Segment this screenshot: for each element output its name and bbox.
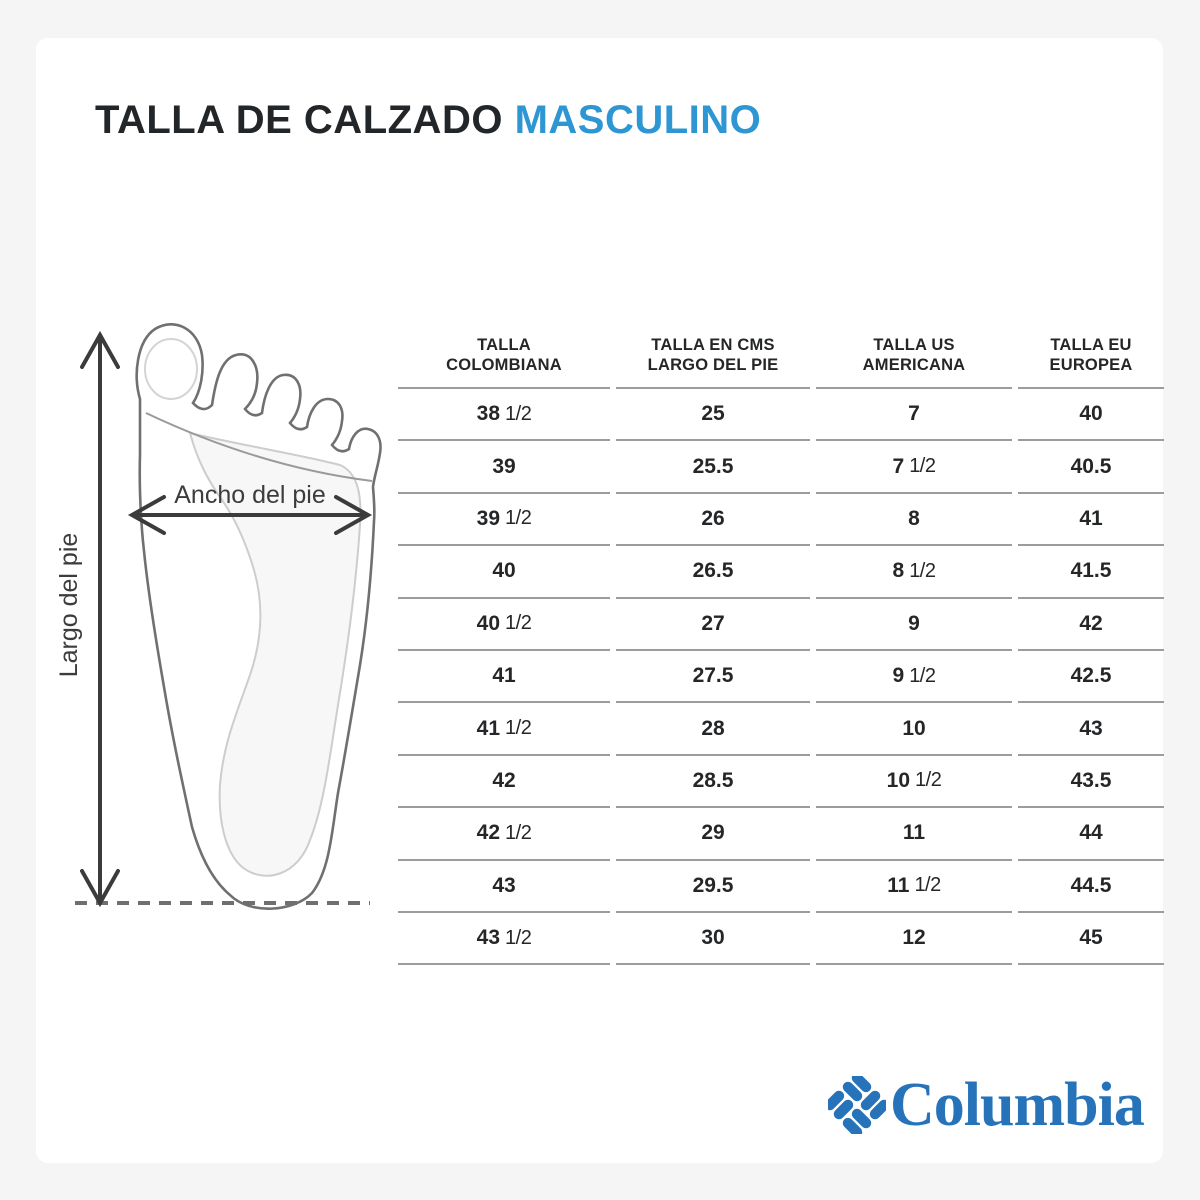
- width-arrow: [127, 495, 373, 535]
- columbia-emblem-icon: [828, 1076, 886, 1134]
- page-title: TALLA DE CALZADO MASCULINO: [95, 98, 761, 142]
- size-cell-r1-c3: 40.5: [1018, 441, 1164, 494]
- size-cell-r4-c0: 40 1/2: [398, 599, 610, 651]
- size-cell-r5-c2: 9 1/2: [816, 651, 1012, 704]
- size-table: TALLA COLOMBIANA TALLA EN CMS LARGO DEL P…: [398, 336, 1164, 966]
- size-cell-r10-c1: 30: [616, 913, 810, 966]
- size-cell-r5-c3: 42.5: [1018, 651, 1164, 704]
- size-table-header-2: TALLA US AMERICANA: [816, 336, 1012, 389]
- size-cell-r2-c1: 26: [616, 494, 810, 547]
- size-cell-r2-c2: 8: [816, 494, 1012, 547]
- size-cell-r10-c2: 12: [816, 913, 1012, 966]
- size-cell-r1-c0: 39: [398, 441, 610, 494]
- size-cell-r7-c1: 28.5: [616, 756, 810, 809]
- size-cell-r4-c1: 27: [616, 599, 810, 651]
- size-cell-r2-c0: 39 1/2: [398, 494, 610, 547]
- foot-bigtoe-inner-line: [144, 338, 198, 400]
- content-card: [36, 38, 1163, 1163]
- size-cell-r5-c1: 27.5: [616, 651, 810, 704]
- size-cell-r8-c1: 29: [616, 808, 810, 861]
- size-cell-r7-c3: 43.5: [1018, 756, 1164, 809]
- size-cell-r6-c1: 28: [616, 703, 810, 756]
- columbia-wordmark: Columbia: [890, 1071, 1145, 1139]
- size-table-header-1: TALLA EN CMS LARGO DEL PIE: [616, 336, 810, 389]
- size-cell-r1-c1: 25.5: [616, 441, 810, 494]
- size-cell-r3-c1: 26.5: [616, 546, 810, 599]
- size-cell-r0-c3: 40: [1018, 389, 1164, 442]
- page-title-accent: MASCULINO: [514, 98, 762, 142]
- length-arrow: [80, 330, 120, 908]
- page-title-main: TALLA DE CALZADO: [95, 98, 503, 142]
- size-cell-r8-c3: 44: [1018, 808, 1164, 861]
- size-cell-r4-c3: 42: [1018, 599, 1164, 651]
- size-cell-r0-c1: 25: [616, 389, 810, 442]
- foot-ball-crease: [145, 412, 373, 482]
- size-cell-r0-c2: 7: [816, 389, 1012, 442]
- size-cell-r1-c2: 7 1/2: [816, 441, 1012, 494]
- size-cell-r10-c3: 45: [1018, 913, 1164, 966]
- size-cell-r6-c2: 10: [816, 703, 1012, 756]
- size-cell-r6-c3: 43: [1018, 703, 1164, 756]
- size-cell-r4-c2: 9: [816, 599, 1012, 651]
- size-cell-r2-c3: 41: [1018, 494, 1164, 547]
- size-cell-r5-c0: 41: [398, 651, 610, 704]
- size-cell-r10-c0: 43 1/2: [398, 913, 610, 966]
- size-cell-r7-c0: 42: [398, 756, 610, 809]
- size-cell-r3-c0: 40: [398, 546, 610, 599]
- size-cell-r9-c3: 44.5: [1018, 861, 1164, 913]
- size-cell-r9-c2: 11 1/2: [816, 861, 1012, 913]
- length-arrow-label: Largo del pie: [55, 533, 83, 678]
- size-cell-r8-c2: 11: [816, 808, 1012, 861]
- size-table-header-0: TALLA COLOMBIANA: [398, 336, 610, 389]
- size-cell-r7-c2: 10 1/2: [816, 756, 1012, 809]
- columbia-logo: Columbia: [828, 1070, 1145, 1140]
- foot-outline: [135, 323, 382, 910]
- foot-insole-outline: [188, 431, 362, 877]
- size-cell-r3-c2: 8 1/2: [816, 546, 1012, 599]
- size-cell-r6-c0: 41 1/2: [398, 703, 610, 756]
- size-cell-r0-c0: 38 1/2: [398, 389, 610, 442]
- size-cell-r9-c1: 29.5: [616, 861, 810, 913]
- size-cell-r8-c0: 42 1/2: [398, 808, 610, 861]
- width-arrow-label: Ancho del pie: [174, 481, 326, 509]
- size-cell-r9-c0: 43: [398, 861, 610, 913]
- size-cell-r3-c3: 41.5: [1018, 546, 1164, 599]
- size-table-header-3: TALLA EU EUROPEA: [1018, 336, 1164, 389]
- foot-diagram: Ancho del pie Largo del pie: [55, 323, 382, 910]
